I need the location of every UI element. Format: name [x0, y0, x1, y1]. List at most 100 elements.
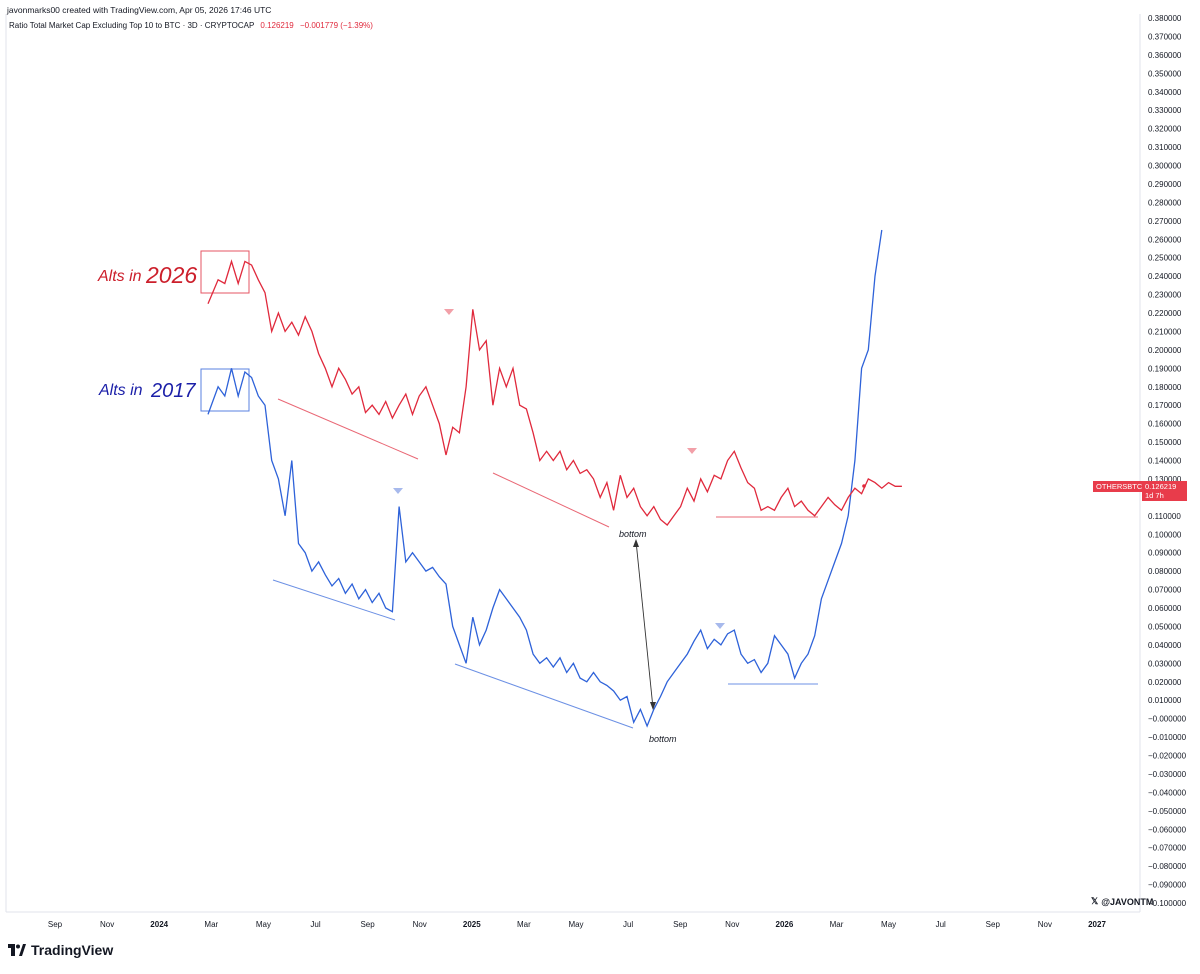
x-tick-label: 2026	[776, 920, 794, 929]
y-tick-label: 0.260000	[1148, 235, 1182, 244]
chart-legend: Ratio Total Market Cap Excluding Top 10 …	[9, 21, 373, 30]
y-tick-label: 0.240000	[1148, 272, 1182, 281]
x-tick-label: Jul	[623, 920, 633, 929]
blue-peak-marker-2	[715, 623, 725, 629]
y-tick-label: 0.360000	[1148, 51, 1182, 60]
x-tick-label: May	[881, 920, 896, 929]
x-tick-label: 2027	[1088, 920, 1106, 929]
y-tick-label: 0.170000	[1148, 401, 1182, 410]
y-tick-label: 0.140000	[1148, 457, 1182, 466]
red-trendlines	[277, 398, 818, 528]
alts-2026-year: 2026	[145, 262, 197, 288]
y-tick-label: −0.050000	[1148, 807, 1187, 816]
y-tick-label: 0.070000	[1148, 586, 1182, 595]
y-tick-label: 0.330000	[1148, 106, 1182, 115]
y-tick-label: 0.300000	[1148, 162, 1182, 171]
y-tick-label: 0.060000	[1148, 604, 1182, 613]
y-axis-ticks: 0.380000 0.370000 0.360000 0.350000 0.340000…	[1148, 14, 1187, 908]
x-tick-label: 2024	[150, 920, 168, 929]
y-tick-label: 0.150000	[1148, 438, 1182, 447]
watermark-text: @JAVONTM	[1101, 896, 1154, 907]
x-tick-label: Mar	[204, 920, 218, 929]
price-tag-symbol: OTHERSBTC	[1093, 481, 1142, 492]
x-tick-label: Nov	[413, 920, 427, 929]
x-tick-label: Sep	[986, 920, 1001, 929]
series-line-blue	[207, 229, 883, 728]
y-tick-label: 0.010000	[1148, 696, 1182, 705]
y-tick-label: 0.020000	[1148, 678, 1182, 687]
author-watermark: 𝕏 @JAVONTM	[1091, 896, 1153, 907]
alts-2017-label: Alts in	[98, 382, 143, 399]
y-tick-label: −0.080000	[1148, 862, 1187, 871]
bottom-label-red: bottom	[619, 529, 647, 539]
price-tag-value: 0.126219 1d 7h	[1142, 481, 1187, 501]
x-tick-label: Nov	[100, 920, 114, 929]
x-tick-label: Sep	[673, 920, 688, 929]
y-tick-label: 0.080000	[1148, 567, 1182, 576]
alts-2026-label: Alts in	[97, 268, 142, 285]
bottom-label-blue: bottom	[649, 734, 677, 744]
y-tick-label: 0.290000	[1148, 180, 1182, 189]
y-tick-label: 0.280000	[1148, 198, 1182, 207]
y-tick-label: −0.090000	[1148, 881, 1187, 890]
x-tick-label: Sep	[360, 920, 375, 929]
y-tick-label: 0.370000	[1148, 32, 1182, 41]
red-peak-marker-2	[687, 448, 697, 454]
creator-meta: javonmarks00 created with TradingView.co…	[7, 5, 272, 15]
y-tick-label: −0.070000	[1148, 844, 1187, 853]
x-tick-label: May	[568, 920, 583, 929]
last-value-dot	[862, 484, 866, 488]
y-tick-label: 0.310000	[1148, 143, 1182, 152]
y-tick-label: 0.200000	[1148, 346, 1182, 355]
x-tick-label: May	[256, 920, 271, 929]
y-tick-label: −0.060000	[1148, 825, 1187, 834]
blue-trendline-2	[454, 663, 634, 729]
y-tick-label: 0.350000	[1148, 69, 1182, 78]
tradingview-logo-icon	[8, 944, 26, 956]
y-tick-label: −0.030000	[1148, 770, 1187, 779]
y-tick-label: 0.040000	[1148, 641, 1182, 650]
y-tick-label: 0.270000	[1148, 217, 1182, 226]
x-tick-label: Sep	[48, 920, 63, 929]
y-tick-label: 0.250000	[1148, 254, 1182, 263]
blue-trendlines	[272, 579, 818, 729]
y-tick-label: −0.040000	[1148, 788, 1187, 797]
blue-trendline-1	[272, 579, 396, 621]
brand-name: TradingView	[31, 942, 114, 958]
price-tag-value-text: 0.126219	[1145, 482, 1177, 491]
y-tick-label: 0.030000	[1148, 659, 1182, 668]
y-tick-label: 0.050000	[1148, 622, 1182, 631]
price-tag-countdown: 1d 7h	[1145, 491, 1164, 500]
y-tick-label: 0.190000	[1148, 364, 1182, 373]
y-tick-label: −0.010000	[1148, 733, 1187, 742]
legend-change: −0.001779 (−1.39%)	[300, 21, 373, 30]
x-tick-label: Nov	[725, 920, 739, 929]
y-tick-label: 0.220000	[1148, 309, 1182, 318]
x-tick-label: Jul	[310, 920, 320, 929]
x-tick-label: 2025	[463, 920, 481, 929]
y-tick-label: −0.020000	[1148, 752, 1187, 761]
price-tag-symbol-text: OTHERSBTC	[1096, 482, 1143, 491]
y-tick-label: 0.210000	[1148, 327, 1182, 336]
y-tick-label: 0.180000	[1148, 383, 1182, 392]
y-tick-label: 0.110000	[1148, 512, 1181, 521]
x-tick-label: Mar	[830, 920, 844, 929]
alts-2017-box	[200, 368, 250, 412]
y-tick-label: 0.100000	[1148, 530, 1182, 539]
red-trendline-2	[492, 472, 610, 528]
x-tick-label: Nov	[1038, 920, 1052, 929]
y-tick-label: 0.340000	[1148, 88, 1182, 97]
tradingview-brand[interactable]: TradingView	[8, 942, 113, 958]
x-logo-icon: 𝕏	[1091, 896, 1099, 906]
legend-title: Ratio Total Market Cap Excluding Top 10 …	[9, 21, 255, 30]
y-tick-label: 0.160000	[1148, 420, 1182, 429]
alts-2017-year: 2017	[150, 380, 196, 402]
series-line-red	[207, 259, 902, 526]
y-tick-label: 0.320000	[1148, 125, 1182, 134]
alts-2026-box	[200, 250, 250, 294]
y-tick-label: −0.100000	[1148, 899, 1187, 908]
y-tick-label: 0.090000	[1148, 549, 1182, 558]
y-tick-label: −0.000000	[1148, 715, 1187, 724]
